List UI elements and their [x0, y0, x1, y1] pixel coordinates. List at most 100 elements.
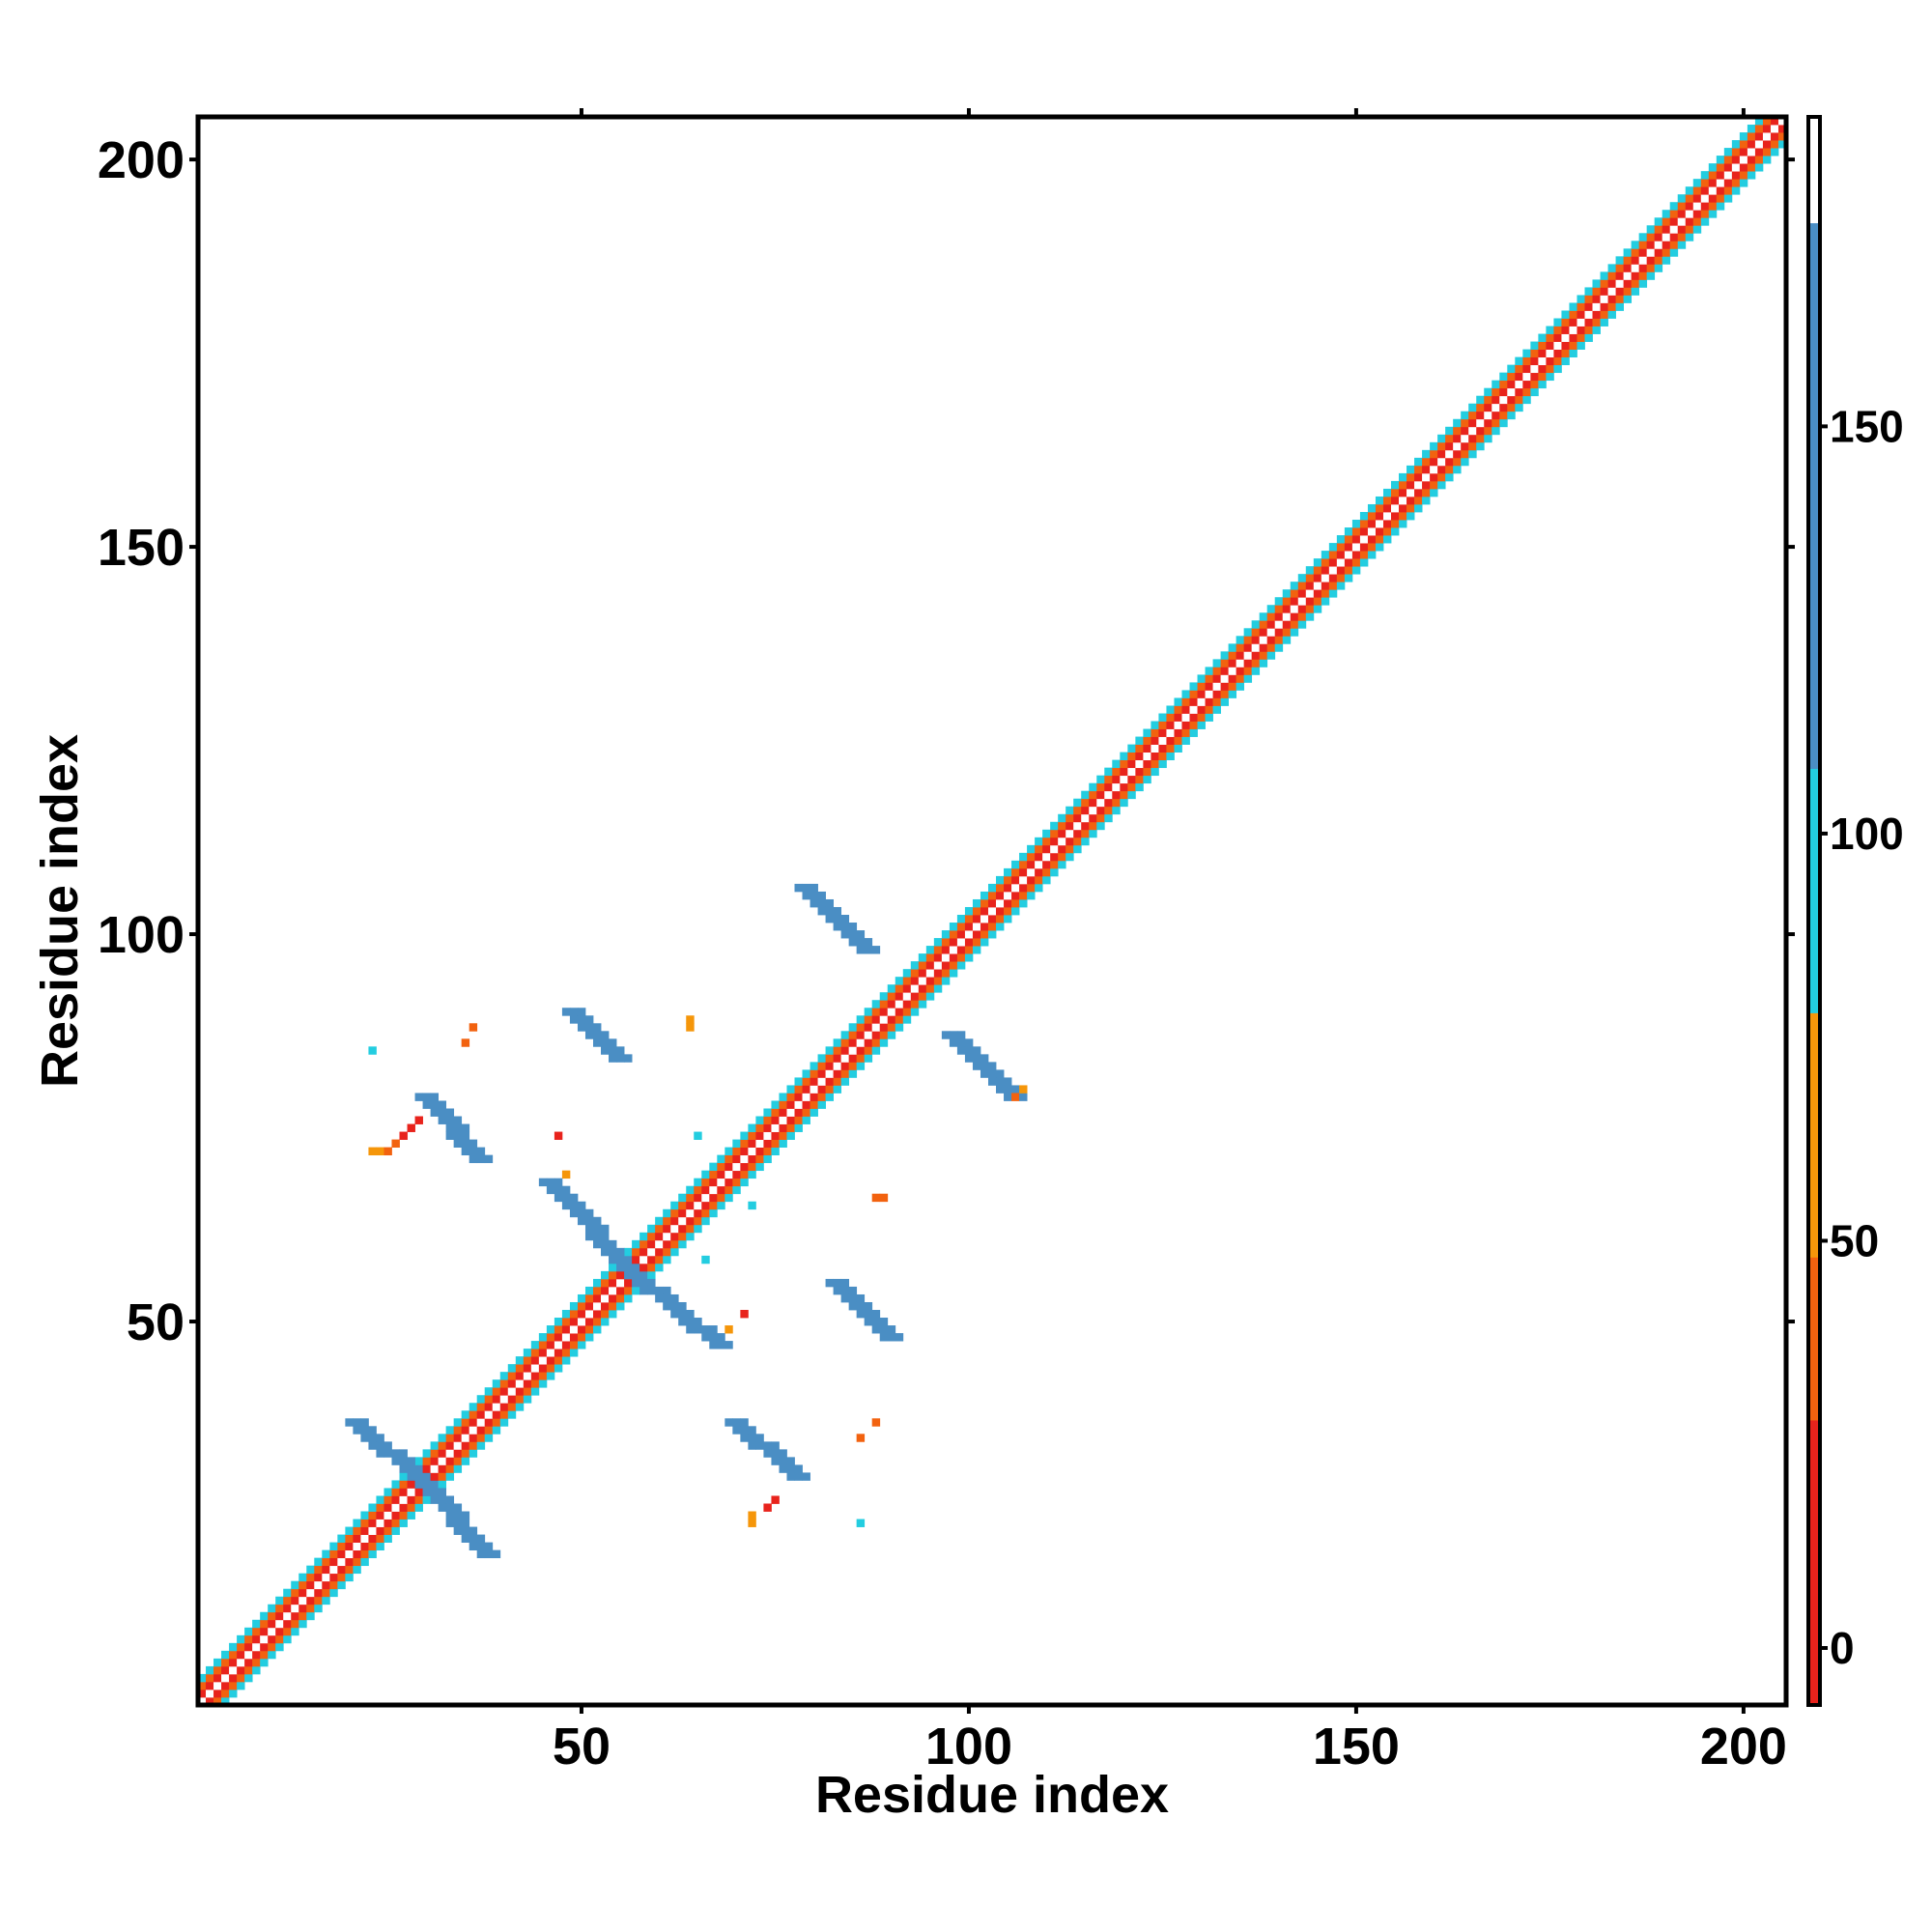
heatmap-cell [1096, 790, 1105, 800]
heatmap-cell [1476, 403, 1485, 412]
heatmap-cell [794, 1077, 803, 1086]
heatmap-cell [1305, 574, 1315, 582]
heatmap-cell [329, 1565, 338, 1575]
heatmap-cell [1515, 364, 1523, 374]
heatmap-cell [1336, 558, 1346, 567]
heatmap-cell [1104, 767, 1113, 777]
heatmap-cell [577, 1201, 586, 1210]
heatmap-cell [879, 1318, 889, 1326]
heatmap-cell [701, 1325, 710, 1334]
heatmap-cell [717, 1162, 725, 1172]
heatmap-cell [1461, 457, 1469, 467]
heatmap-cell [1027, 844, 1036, 854]
heatmap-cell [461, 1131, 470, 1140]
heatmap-cell [275, 1604, 284, 1613]
heatmap-cell [1492, 380, 1500, 389]
heatmap-cell [476, 1147, 486, 1156]
heatmap-cell [895, 992, 904, 1001]
heatmap-cell [1561, 318, 1570, 327]
heatmap-cell [1553, 356, 1562, 366]
heatmap-cell [1461, 426, 1469, 436]
heatmap-cell [856, 1519, 866, 1527]
heatmap-cell [1723, 156, 1733, 164]
heatmap-cell [1089, 798, 1097, 808]
heatmap-cell [663, 1247, 671, 1257]
heatmap-cell [980, 1054, 989, 1063]
heatmap-cell [1615, 295, 1624, 303]
heatmap-cell [732, 1147, 741, 1156]
heatmap-cell [996, 875, 1005, 885]
heatmap-cell [1290, 589, 1299, 598]
heatmap-cell [949, 946, 958, 954]
heatmap-cell [1259, 628, 1268, 637]
heatmap-cell [1004, 883, 1012, 893]
heatmap-cell [445, 1123, 455, 1132]
heatmap-cell [1011, 1093, 1020, 1101]
heatmap-cell [391, 1480, 400, 1489]
heatmap-cell [523, 1349, 532, 1357]
heatmap-cell [609, 1278, 617, 1288]
heatmap-cell [1096, 821, 1105, 831]
heatmap-cell [283, 1619, 292, 1629]
heatmap-cell [561, 1356, 571, 1365]
heatmap-cell [1328, 582, 1338, 590]
heatmap-cell [609, 1301, 617, 1311]
heatmap-cell [663, 1255, 671, 1264]
heatmap-cell [1615, 256, 1624, 265]
heatmap-cell [1089, 790, 1097, 800]
heatmap-cell [732, 1170, 741, 1179]
heatmap-cell [925, 969, 935, 978]
heatmap-cell [561, 1349, 571, 1357]
colorbar-bin [1808, 1419, 1820, 1706]
heatmap-cell [1600, 287, 1608, 296]
heatmap-cell [1569, 341, 1577, 350]
heatmap-cell [1406, 503, 1415, 513]
heatmap-cell [972, 946, 981, 954]
heatmap-cell [964, 915, 974, 923]
heatmap-cell [1197, 705, 1206, 714]
heatmap-cell [569, 1301, 579, 1311]
heatmap-cell [298, 1611, 307, 1621]
heatmap-cell [213, 1696, 222, 1706]
heatmap-cell [949, 1038, 958, 1047]
heatmap-cell [1305, 582, 1315, 590]
heatmap-cell [1158, 721, 1167, 729]
heatmap-cell [655, 1263, 664, 1272]
heatmap-cell [1351, 527, 1361, 536]
heatmap-cell [469, 1441, 478, 1450]
heatmap-cell [407, 1464, 415, 1473]
heatmap-cell [360, 1549, 369, 1559]
heatmap-cell [461, 1147, 470, 1156]
heatmap-cell [438, 1503, 447, 1512]
heatmap-cell [577, 1208, 586, 1218]
heatmap-cell [1662, 233, 1671, 242]
heatmap-cell [1569, 349, 1577, 358]
heatmap-cell [910, 969, 920, 978]
heatmap-cell [980, 1069, 989, 1078]
heatmap-cell [609, 1255, 617, 1264]
heatmap-cell [1592, 318, 1601, 327]
heatmap-cell [1236, 651, 1245, 660]
heatmap-cell [1538, 380, 1547, 389]
heatmap-cell [972, 1054, 981, 1063]
heatmap-cell [786, 1116, 795, 1124]
heatmap-cell [1445, 449, 1454, 459]
heatmap-cell [871, 1325, 881, 1334]
heatmap-cell [1476, 411, 1485, 420]
heatmap-cell [546, 1356, 555, 1365]
heatmap-cell [1305, 566, 1315, 575]
heatmap-cell [655, 1293, 664, 1303]
heatmap-cell [1484, 403, 1492, 412]
colorbar-tick-label: 150 [1830, 401, 1904, 451]
heatmap-cell [1522, 387, 1531, 397]
heatmap-cell [1739, 140, 1748, 149]
heatmap-cell [469, 1154, 478, 1164]
heatmap-cell [275, 1619, 284, 1629]
heatmap-cell [593, 1031, 602, 1039]
heatmap-cell [864, 1054, 873, 1063]
heatmap-cell [1328, 551, 1338, 559]
heatmap-cell [1089, 829, 1097, 838]
heatmap-cell [771, 1123, 780, 1132]
heatmap-cell [237, 1658, 245, 1667]
heatmap-cell [895, 984, 904, 993]
